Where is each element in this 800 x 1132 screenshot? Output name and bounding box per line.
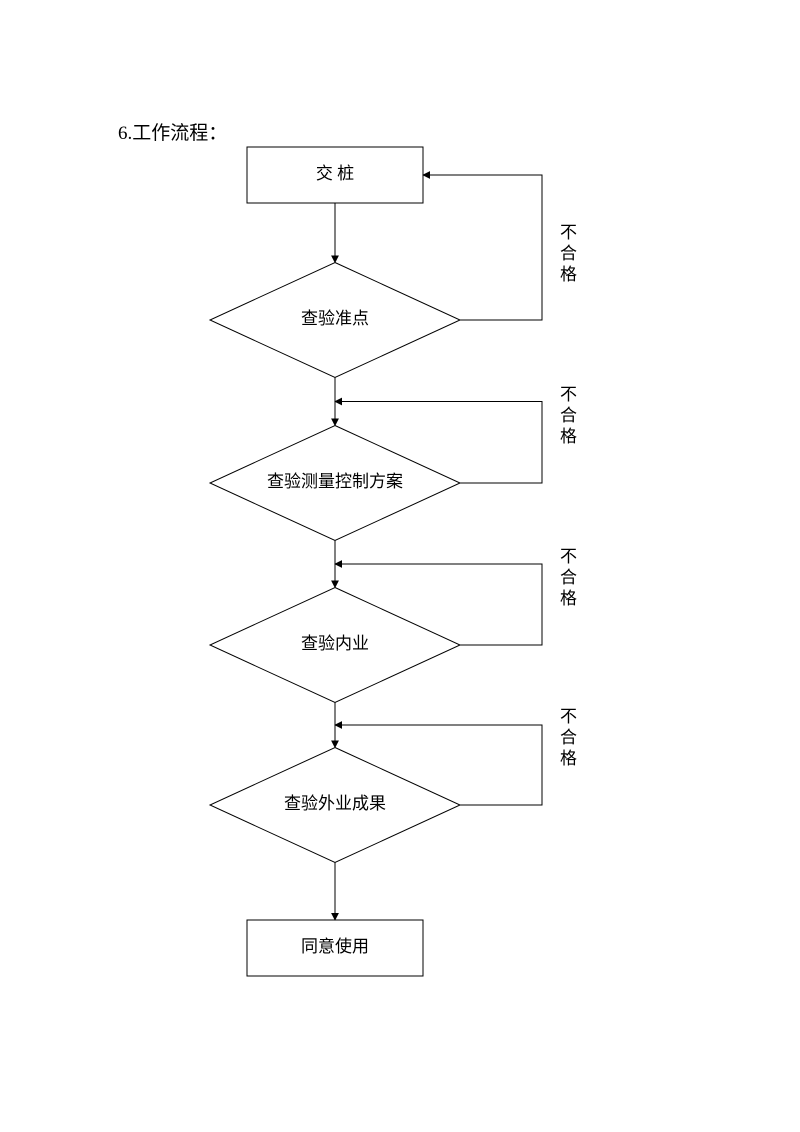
feedback-label-n3: 不 xyxy=(560,385,577,404)
feedback-n4 xyxy=(335,564,542,645)
feedback-label-n5: 不 xyxy=(560,707,577,726)
feedback-label-n3: 格 xyxy=(560,427,577,446)
feedback-label-n2: 不 xyxy=(560,223,577,242)
flow-node-label-n1: 交 桩 xyxy=(316,164,354,183)
flow-node-label-n5: 查验外业成果 xyxy=(284,794,386,813)
flow-node-label-n6: 同意使用 xyxy=(301,936,369,956)
feedback-label-n2: 合 xyxy=(560,244,577,263)
flow-node-label-n2: 查验准点 xyxy=(301,309,369,328)
flow-node-label-n3: 查验测量控制方案 xyxy=(267,472,403,491)
feedback-n2 xyxy=(423,175,542,320)
flow-node-label-n4: 查验内业 xyxy=(301,634,369,653)
feedback-label-n4: 合 xyxy=(560,568,577,587)
feedback-label-n5: 合 xyxy=(560,728,577,747)
feedback-label-n3: 合 xyxy=(560,406,577,425)
feedback-label-n4: 格 xyxy=(560,589,577,608)
feedback-label-n4: 不 xyxy=(560,547,577,566)
feedback-label-n5: 格 xyxy=(560,749,577,768)
feedback-n3 xyxy=(335,402,542,484)
flowchart: 交 桩查验准点查验测量控制方案查验内业查验外业成果同意使用不合格不合格不合格不合… xyxy=(0,0,800,1132)
feedback-label-n2: 格 xyxy=(560,265,577,284)
